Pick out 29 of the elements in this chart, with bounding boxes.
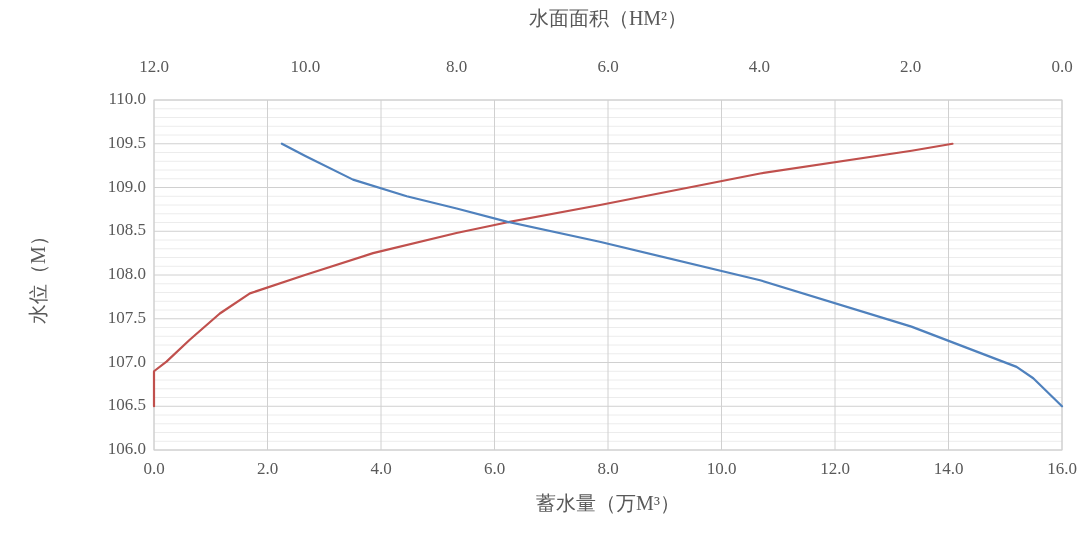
x-axis-title: 蓄水量（万M³） — [536, 491, 680, 514]
y-tick-label: 109.0 — [107, 176, 146, 196]
y-tick-label: 110.0 — [108, 88, 146, 108]
x2-tick-label: 10.0 — [290, 56, 321, 76]
line-series — [152, 142, 954, 408]
y-axis-title: 水位（M） — [26, 226, 49, 324]
x2-tick-label: 12.0 — [139, 56, 169, 76]
x-tick-label: 12.0 — [820, 458, 850, 478]
x-tick-label: 8.0 — [597, 458, 619, 478]
x-tick-label: 10.0 — [706, 458, 737, 478]
x-tick-label: 4.0 — [370, 458, 392, 478]
y-tick-label: 106.0 — [107, 438, 146, 458]
y-tick-label: 108.5 — [107, 220, 146, 240]
x-tick-label: 0.0 — [143, 458, 165, 478]
x2-tick-label: 0.0 — [1051, 56, 1073, 76]
x2-tick-label: 4.0 — [748, 56, 770, 76]
y-tick-label: 109.5 — [107, 132, 146, 152]
x2-tick-label: 2.0 — [900, 56, 922, 76]
y-tick-label: 108.0 — [107, 263, 146, 283]
x-tick-label: 16.0 — [1047, 458, 1077, 478]
x-tick-label: 6.0 — [483, 458, 506, 478]
x-tick-label: 14.0 — [933, 458, 964, 478]
x2-tick-label: 8.0 — [446, 56, 468, 76]
y-tick-label: 107.5 — [107, 307, 146, 327]
x-tick-label: 2.0 — [256, 458, 279, 478]
y-tick-label: 107.0 — [107, 351, 146, 371]
y-tick-label: 106.5 — [107, 395, 146, 415]
x2-axis-title: 水面面积（HM²） — [528, 6, 688, 29]
x2-tick-label: 6.0 — [597, 56, 619, 76]
